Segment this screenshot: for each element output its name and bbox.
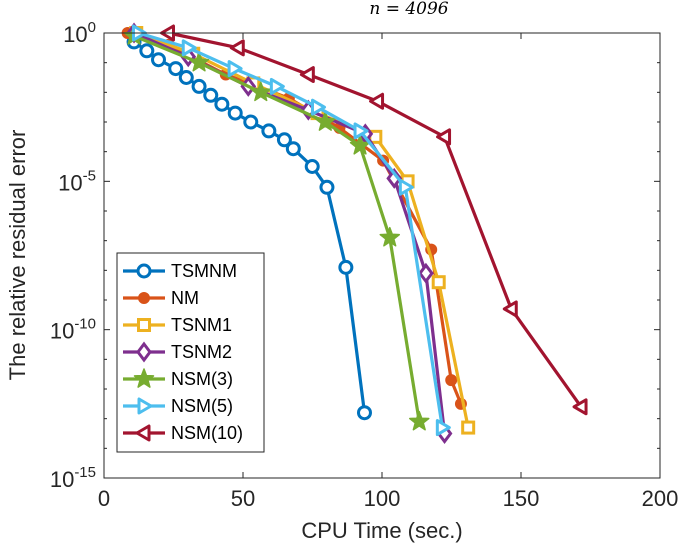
data-point-nsm-3	[250, 81, 272, 102]
legend-entry-nsm-3: NSM(3)	[123, 368, 233, 389]
data-point-nsm-3	[408, 410, 430, 431]
x-tick-label: 150	[503, 486, 540, 511]
data-point-nsm-10	[502, 300, 518, 318]
legend-marker	[136, 341, 152, 363]
series-layer	[121, 22, 588, 444]
data-point-tsnm1	[431, 275, 446, 290]
data-point-nsm-10	[299, 66, 315, 84]
series-tsmnm	[126, 34, 372, 421]
legend-entry-tsnm1: TSNM1	[123, 315, 232, 335]
data-point-nsm-5	[181, 39, 197, 57]
data-point-nm	[445, 374, 458, 387]
data-point-nsm-5	[398, 178, 414, 196]
x-tick-label: 50	[231, 486, 255, 511]
x-tick-label: 100	[364, 486, 401, 511]
data-point-nsm-5	[311, 98, 327, 116]
y-axis-label: The relative residual error	[5, 130, 30, 381]
data-point-tsmnm	[338, 259, 354, 275]
data-point-nsm-3	[188, 51, 210, 72]
x-tick-label: 0	[98, 486, 110, 511]
legend-marker	[138, 292, 150, 304]
data-point-nsm-3	[349, 134, 371, 155]
data-point-tsnm2	[418, 262, 434, 284]
legend-label: NM	[171, 288, 199, 308]
legend-label: NSM(3)	[171, 369, 233, 389]
legend-entry-nsm-5: NSM(5)	[123, 396, 233, 416]
data-point-nsm-3	[315, 111, 336, 131]
data-point-tsmnm	[168, 61, 184, 77]
data-point-nsm-3	[379, 226, 401, 247]
y-tick-label: 10-10	[50, 316, 96, 344]
data-point-tsmnm	[243, 114, 259, 130]
data-point-nsm-10	[229, 39, 245, 57]
legend-marker	[133, 368, 155, 388]
data-point-tsmnm	[139, 43, 155, 59]
data-point-nsm-5	[435, 419, 451, 437]
x-tick-label: 200	[642, 486, 679, 511]
data-point-tsmnm	[214, 96, 230, 112]
legend-marker	[137, 318, 151, 332]
x-axis-label: CPU Time (sec.)	[301, 518, 462, 543]
series-nsm-3	[123, 25, 430, 431]
data-point-tsmnm	[191, 78, 207, 94]
data-point-tsmnm	[178, 70, 194, 85]
data-point-tsmnm	[276, 132, 292, 148]
data-point-nsm-5	[227, 60, 243, 78]
y-tick-label: 10-5	[58, 167, 96, 195]
data-point-nsm-10	[369, 92, 385, 110]
data-point-tsmnm	[304, 159, 320, 174]
series-nsm-10	[159, 24, 588, 416]
axes: 0 50 100 150 200 100 10-5 10-10 10-15	[50, 19, 679, 511]
data-point-tsmnm	[261, 123, 277, 139]
data-point-nsm-10	[572, 398, 588, 416]
legend-label: TSNM1	[171, 315, 232, 335]
legend-label: NSM(10)	[171, 423, 243, 443]
series-line-nsm-5	[138, 31, 444, 428]
legend-entry-nsm-10: NSM(10)	[123, 423, 243, 443]
legend-entry-tsmnm: TSMNM	[123, 261, 237, 281]
legend-label: TSNM2	[171, 342, 232, 362]
legend-label: NSM(5)	[171, 396, 233, 416]
y-tick-label: 100	[63, 19, 96, 47]
data-point-tsnm2	[386, 167, 403, 189]
data-point-tsmnm	[356, 405, 372, 421]
data-point-tsmnm	[203, 87, 219, 103]
legend-entry-nm: NM	[123, 288, 199, 308]
legend-marker	[137, 397, 153, 415]
legend-marker	[135, 424, 151, 442]
data-point-tsmnm	[285, 141, 301, 157]
data-point-nsm-5	[269, 77, 285, 95]
legend-entry-tsnm2: TSNM2	[123, 341, 232, 363]
y-tick-label: 10-15	[50, 464, 96, 492]
legend-label: TSMNM	[171, 261, 237, 281]
data-point-tsmnm	[319, 179, 335, 195]
data-point-tsmnm	[150, 52, 166, 68]
legend-marker	[136, 263, 152, 279]
data-point-tsmnm	[227, 105, 243, 121]
data-point-nsm-10	[436, 128, 452, 146]
data-point-tsnm1	[461, 420, 476, 435]
data-point-nsm-5	[353, 122, 369, 140]
legend: TSMNM NM TSNM1 TSNM2 NSM(3) NSM(5) NSM(10)	[116, 252, 265, 453]
chart-title: n = 4096	[369, 0, 448, 19]
